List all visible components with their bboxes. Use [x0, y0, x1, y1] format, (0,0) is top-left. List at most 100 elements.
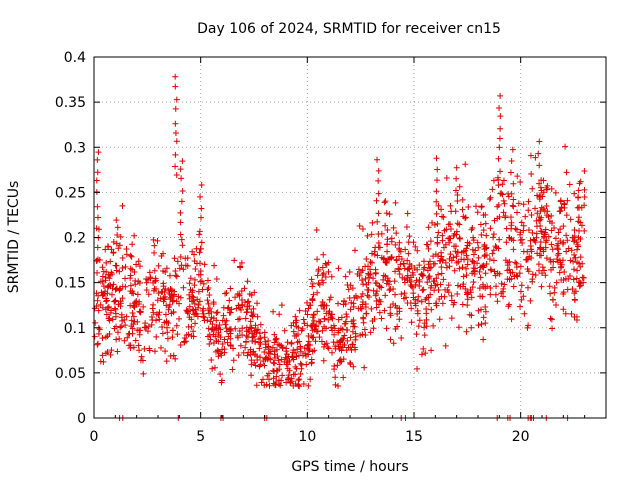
data-point: [290, 347, 297, 354]
data-point: [346, 268, 353, 275]
data-point: [475, 307, 482, 314]
spike-point: [375, 167, 382, 174]
spike-point: [575, 234, 582, 241]
spike-point: [197, 245, 204, 252]
data-point: [161, 296, 168, 303]
data-point: [414, 310, 421, 317]
data-point: [106, 315, 113, 322]
data-point: [410, 271, 417, 278]
data-point: [438, 293, 445, 300]
data-point: [184, 255, 191, 262]
data-point: [518, 282, 525, 289]
data-point: [423, 305, 430, 312]
spike-point: [496, 144, 503, 151]
data-point: [305, 338, 312, 345]
data-point: [521, 310, 528, 317]
spike-point: [509, 146, 516, 153]
spike-point: [198, 239, 205, 246]
x-axis-label: GPS time / hours: [291, 459, 408, 475]
data-point: [176, 300, 183, 307]
data-point: [248, 372, 255, 379]
data-point: [435, 229, 442, 236]
data-point: [535, 150, 542, 157]
data-point: [517, 263, 524, 270]
data-point: [361, 364, 368, 371]
spike-point: [575, 214, 582, 221]
data-point: [193, 310, 200, 317]
data-point: [187, 286, 194, 293]
data-point: [355, 266, 362, 273]
data-point: [483, 232, 490, 239]
data-point: [374, 288, 381, 295]
data-point: [427, 291, 434, 298]
data-point: [209, 365, 216, 372]
spike-point: [536, 162, 543, 169]
data-point: [281, 327, 288, 334]
data-point: [222, 321, 229, 328]
data-point: [111, 305, 118, 312]
data-point: [581, 167, 588, 174]
data-point: [221, 336, 228, 343]
data-point: [151, 249, 158, 256]
data-point: [436, 316, 443, 323]
data-point: [490, 257, 497, 264]
data-point: [356, 223, 363, 230]
data-point: [309, 296, 316, 303]
data-point: [99, 335, 106, 342]
data-point: [163, 324, 170, 331]
data-point: [421, 324, 428, 331]
data-point: [358, 293, 365, 300]
spike-point: [575, 194, 582, 201]
spike-point: [197, 278, 204, 285]
data-point: [116, 268, 123, 275]
data-point: [186, 314, 193, 321]
data-point: [394, 323, 401, 330]
data-point: [423, 323, 430, 330]
data-point: [123, 245, 130, 252]
data-point: [329, 327, 336, 334]
data-point: [319, 277, 326, 284]
data-point: [456, 221, 463, 228]
spike-point: [433, 177, 440, 184]
data-point: [529, 185, 536, 192]
data-point: [524, 256, 531, 263]
data-point: [459, 206, 466, 213]
data-point: [442, 241, 449, 248]
data-point: [546, 218, 553, 225]
data-point: [266, 382, 273, 389]
data-point: [186, 303, 193, 310]
spike-point: [537, 228, 544, 235]
data-point: [136, 347, 143, 354]
y-tick-label: 0.35: [55, 95, 86, 111]
data-point: [383, 280, 390, 287]
spike-point: [374, 218, 381, 225]
data-point: [314, 289, 321, 296]
data-point: [359, 331, 366, 338]
data-point: [456, 183, 463, 190]
data-point: [271, 368, 278, 375]
data-point: [448, 315, 455, 322]
data-point: [191, 276, 198, 283]
data-point: [460, 248, 467, 255]
data-point: [343, 311, 350, 318]
data-point: [340, 374, 347, 381]
data-point: [150, 301, 157, 308]
data-point: [575, 243, 582, 250]
data-point: [201, 317, 208, 324]
data-point: [211, 364, 218, 371]
data-point: [191, 257, 198, 264]
data-point: [144, 328, 151, 335]
data-point: [308, 360, 315, 367]
data-point: [555, 259, 562, 266]
data-point: [99, 264, 106, 271]
data-point: [186, 291, 193, 298]
data-point: [448, 257, 455, 264]
data-point: [217, 371, 224, 378]
data-point: [105, 303, 112, 310]
data-point: [170, 309, 177, 316]
data-point: [501, 281, 508, 288]
data-point: [189, 248, 196, 255]
spike-point: [497, 125, 504, 132]
data-point: [261, 348, 268, 355]
spike-point: [575, 279, 582, 286]
